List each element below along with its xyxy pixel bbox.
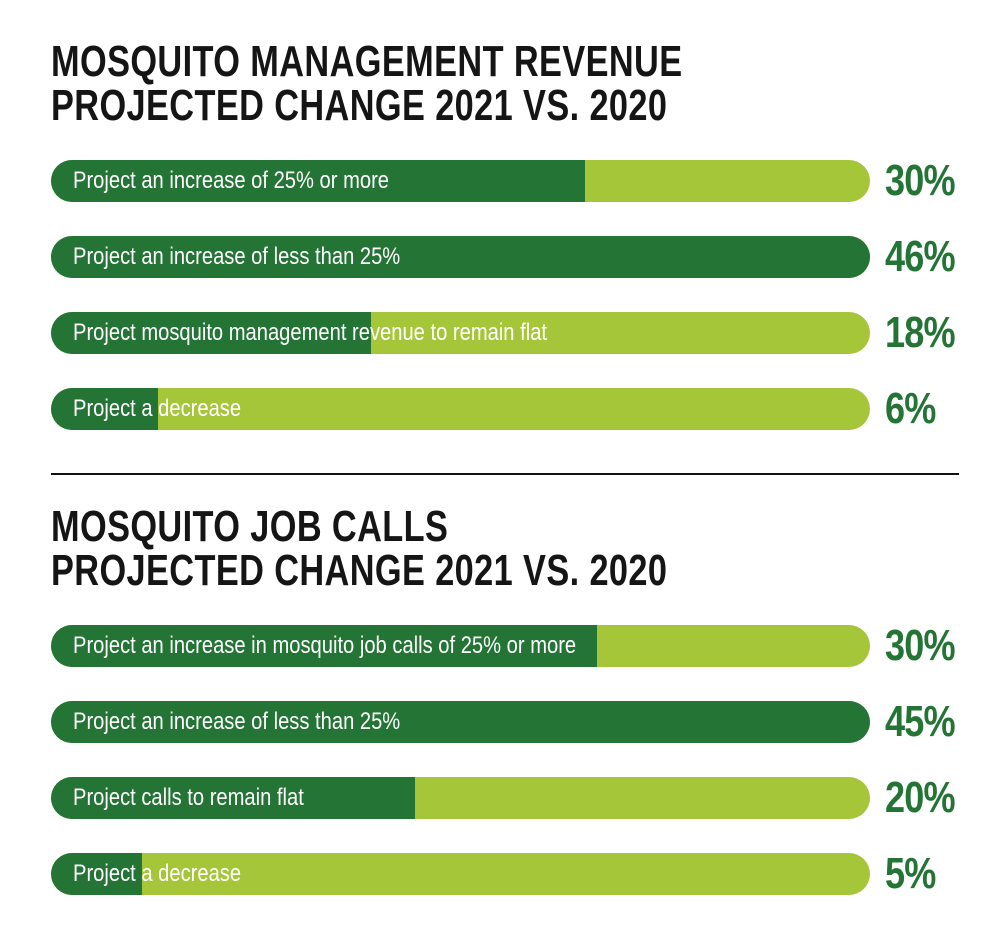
bar-fill <box>51 625 597 667</box>
bar-track: Project an increase of less than 25% <box>51 236 870 278</box>
job-calls-chart-title: MOSQUITO JOB CALLS PROJECTED CHANGE 2021… <box>51 505 769 593</box>
revenue-bars: Project an increase of 25% or more 30% Pro… <box>51 156 971 433</box>
bar-category-label: Project calls to remain flat <box>73 784 304 811</box>
bar-category-label: Project a decrease <box>73 860 242 887</box>
bar-row: Project an increase of 25% or more 30% <box>51 156 971 205</box>
bar-row: Project an increase of less than 25% 45% <box>51 697 971 746</box>
bar-value-label: 45% <box>885 697 956 746</box>
job-calls-chart: MOSQUITO JOB CALLS PROJECTED CHANGE 2021… <box>51 505 971 929</box>
bar-value-label: 5% <box>885 849 936 898</box>
bar-fill <box>51 777 415 819</box>
revenue-title-line-1: MOSQUITO MANAGEMENT REVENUE <box>51 37 683 86</box>
bar-value-label: 18% <box>885 308 956 357</box>
bar-category-label: Project an increase in mosquito job call… <box>73 632 577 659</box>
bar-category-label: Project an increase of less than 25% <box>73 708 401 735</box>
section-divider <box>51 473 959 475</box>
bar-value-label: 20% <box>885 773 956 822</box>
bar-track: Project a decrease <box>51 388 870 430</box>
bar-category-label: Project mosquito management revenue to r… <box>73 319 548 346</box>
bar-row: Project an increase in mosquito job call… <box>51 621 971 670</box>
bar-value-label: 30% <box>885 156 956 205</box>
bar-fill <box>51 236 870 278</box>
bar-value-label: 30% <box>885 621 956 670</box>
bar-category-label: Project an increase of less than 25% <box>73 243 401 270</box>
bar-row: Project a decrease 6% <box>51 384 971 433</box>
bar-track: Project mosquito management revenue to r… <box>51 312 870 354</box>
bar-fill <box>51 312 372 354</box>
bar-fill <box>51 160 586 202</box>
bar-fill <box>51 853 142 895</box>
bar-category-label: Project a decrease <box>73 395 242 422</box>
bar-row: Project a decrease 5% <box>51 849 971 898</box>
job-calls-title-line-1: MOSQUITO JOB CALLS <box>51 502 449 551</box>
bar-row: Project mosquito management revenue to r… <box>51 308 971 357</box>
bar-fill <box>51 388 158 430</box>
job-calls-title-line-2: PROJECTED CHANGE 2021 VS. 2020 <box>51 546 668 595</box>
bar-fill <box>51 701 870 743</box>
bar-track: Project calls to remain flat <box>51 777 870 819</box>
bar-value-label: 46% <box>885 232 956 281</box>
bar-value-label: 6% <box>885 384 936 433</box>
bar-track: Project an increase of less than 25% <box>51 701 870 743</box>
bar-row: Project an increase of less than 25% 46% <box>51 232 971 281</box>
job-calls-bars: Project an increase in mosquito job call… <box>51 621 971 898</box>
bar-category-label: Project an increase of 25% or more <box>73 167 389 194</box>
bar-row: Project calls to remain flat 20% <box>51 773 971 822</box>
revenue-chart: MOSQUITO MANAGEMENT REVENUE PROJECTED CH… <box>51 40 971 464</box>
bar-track: Project an increase of 25% or more <box>51 160 870 202</box>
bar-track: Project a decrease <box>51 853 870 895</box>
bar-track: Project an increase in mosquito job call… <box>51 625 870 667</box>
revenue-chart-title: MOSQUITO MANAGEMENT REVENUE PROJECTED CH… <box>51 40 769 128</box>
revenue-title-line-2: PROJECTED CHANGE 2021 VS. 2020 <box>51 81 668 130</box>
